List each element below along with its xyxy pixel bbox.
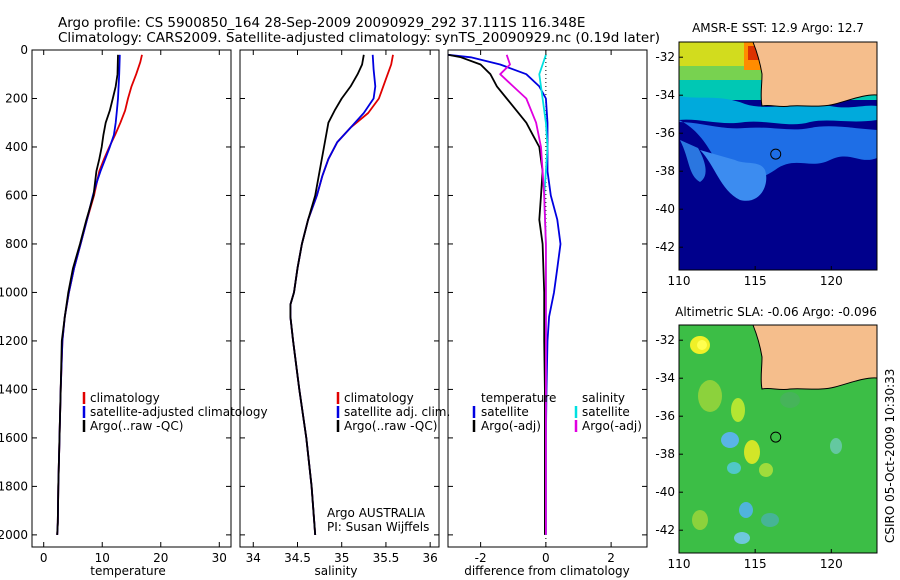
salinity-x-label: salinity bbox=[314, 564, 357, 578]
y-tick-label: -32 bbox=[655, 333, 675, 347]
argo-pi-annotation: PI: Susan Wijffels bbox=[327, 520, 429, 534]
y-tick-label: -32 bbox=[655, 50, 675, 64]
argo-float-marker bbox=[770, 431, 782, 443]
x-tick-label: 120 bbox=[820, 557, 843, 571]
x-tick-label: 110 bbox=[668, 557, 691, 571]
difference-x-label: difference from climatology bbox=[464, 564, 630, 578]
legend-label-satellite: satellite-adjusted climatology bbox=[90, 405, 268, 419]
y-tick-label: 1600 bbox=[0, 431, 28, 445]
series-line-salinity-argo-adj- bbox=[499, 54, 547, 535]
legend-label-temp-satellite: satellite bbox=[481, 405, 529, 419]
x-tick-label: 30 bbox=[212, 551, 227, 565]
legend-label-temp-argo: Argo(-adj) bbox=[481, 419, 541, 433]
y-tick-label: -42 bbox=[655, 523, 675, 537]
legend-label-argo: Argo(..raw -QC) bbox=[90, 419, 183, 433]
y-tick-label: -38 bbox=[655, 164, 675, 178]
x-tick-label: 20 bbox=[153, 551, 168, 565]
series-line-argo-raw-qc- bbox=[56, 54, 119, 535]
y-tick-label: 400 bbox=[5, 140, 28, 154]
y-tick-label: -36 bbox=[655, 409, 675, 423]
y-tick-label: -38 bbox=[655, 447, 675, 461]
series-line-climatology bbox=[56, 54, 143, 535]
salinity-panel: 34 34.5 35 35.5 36 salinity climatology sate… bbox=[239, 49, 450, 578]
figure-title-line2: Climatology: CARS2009. Satellite-adjuste… bbox=[58, 30, 660, 46]
temperature-legend: climatology satellite-adjusted climatolo… bbox=[82, 391, 268, 433]
x-tick-label: 34 bbox=[246, 551, 261, 565]
sst-map-title: AMSR-E SST: 12.9 Argo: 12.7 bbox=[692, 21, 864, 35]
y-tick-label: 800 bbox=[5, 237, 28, 251]
y-tick-label: 1200 bbox=[0, 334, 28, 348]
y-tick-label: -36 bbox=[655, 126, 675, 140]
y-tick-label: 200 bbox=[5, 91, 28, 105]
legend-label-argo: Argo(..raw -QC) bbox=[344, 419, 437, 433]
y-tick-label: -42 bbox=[655, 240, 675, 254]
y-tick-label: -34 bbox=[655, 88, 675, 102]
land-mask bbox=[752, 41, 878, 108]
x-tick-label: 35 bbox=[334, 551, 349, 565]
argo-agency-annotation: Argo AUSTRALIA bbox=[327, 506, 426, 520]
temperature-panel: 0 10 20 30 0 200 400 600 800 1000 1200 1400 1600 1800… bbox=[0, 43, 268, 578]
temperature-x-label: temperature bbox=[90, 564, 165, 578]
legend-label-sal-argo: Argo(-adj) bbox=[582, 419, 642, 433]
x-tick-label: 36 bbox=[423, 551, 438, 565]
y-tick-label: -34 bbox=[655, 371, 675, 385]
salinity-legend: climatology satellite adj. clim. Argo(..… bbox=[336, 391, 450, 433]
y-tick-label: 1400 bbox=[0, 382, 28, 396]
legend-heading-salinity: salinity bbox=[582, 391, 625, 405]
series-line-satellite-adj-clim- bbox=[289, 54, 377, 535]
series-line-temperature-argo-adj- bbox=[447, 53, 546, 535]
legend-heading-temperature: temperature bbox=[481, 391, 556, 405]
y-tick-label: 2000 bbox=[0, 528, 28, 542]
legend-label-sal-satellite: satellite bbox=[582, 405, 630, 419]
series-line-climatology bbox=[289, 54, 394, 535]
sst-map: AMSR-E SST: 12.9 Argo: 12.7 110 115 120 -32… bbox=[655, 21, 878, 288]
sla-map-title: Altimetric SLA: -0.06 Argo: -0.096 bbox=[675, 305, 877, 319]
y-tick-label: 0 bbox=[20, 43, 28, 57]
y-tick-label: 1000 bbox=[0, 285, 28, 299]
difference-legend: temperature satellite Argo(-adj) salinit… bbox=[472, 391, 642, 433]
y-tick-label: 600 bbox=[5, 188, 28, 202]
x-tick-label: -2 bbox=[475, 551, 487, 565]
land-mask bbox=[752, 324, 878, 391]
x-tick-label: 10 bbox=[95, 551, 110, 565]
series-line-satellite-adjusted-climatology bbox=[56, 54, 121, 535]
series-line-argo-raw-qc- bbox=[289, 54, 365, 535]
x-tick-label: 120 bbox=[820, 274, 843, 288]
x-tick-label: 35.5 bbox=[373, 551, 400, 565]
argo-float-marker bbox=[770, 148, 782, 160]
x-tick-label: 34.5 bbox=[284, 551, 311, 565]
x-tick-label: 115 bbox=[744, 274, 767, 288]
x-tick-label: 0 bbox=[40, 551, 48, 565]
y-tick-label: -40 bbox=[655, 202, 675, 216]
y-tick-label: 1800 bbox=[0, 479, 28, 493]
legend-label-satellite: satellite adj. clim. bbox=[344, 405, 450, 419]
x-tick-label: 115 bbox=[744, 557, 767, 571]
x-tick-label: 110 bbox=[668, 274, 691, 288]
legend-label-climatology: climatology bbox=[90, 391, 160, 405]
legend-label-climatology: climatology bbox=[344, 391, 414, 405]
figure-title-line1: Argo profile: CS 5900850_164 28-Sep-2009… bbox=[58, 15, 585, 31]
timestamp-label: CSIRO 05-Oct-2009 10:30:33 bbox=[883, 369, 897, 543]
sla-map: Altimetric SLA: -0.06 Argo: -0.096 110 11… bbox=[655, 305, 878, 571]
y-tick-label: -40 bbox=[655, 485, 675, 499]
x-tick-label: 2 bbox=[607, 551, 615, 565]
difference-panel: -2 0 2 difference from climatology tempera… bbox=[447, 49, 648, 578]
x-tick-label: 0 bbox=[542, 551, 550, 565]
